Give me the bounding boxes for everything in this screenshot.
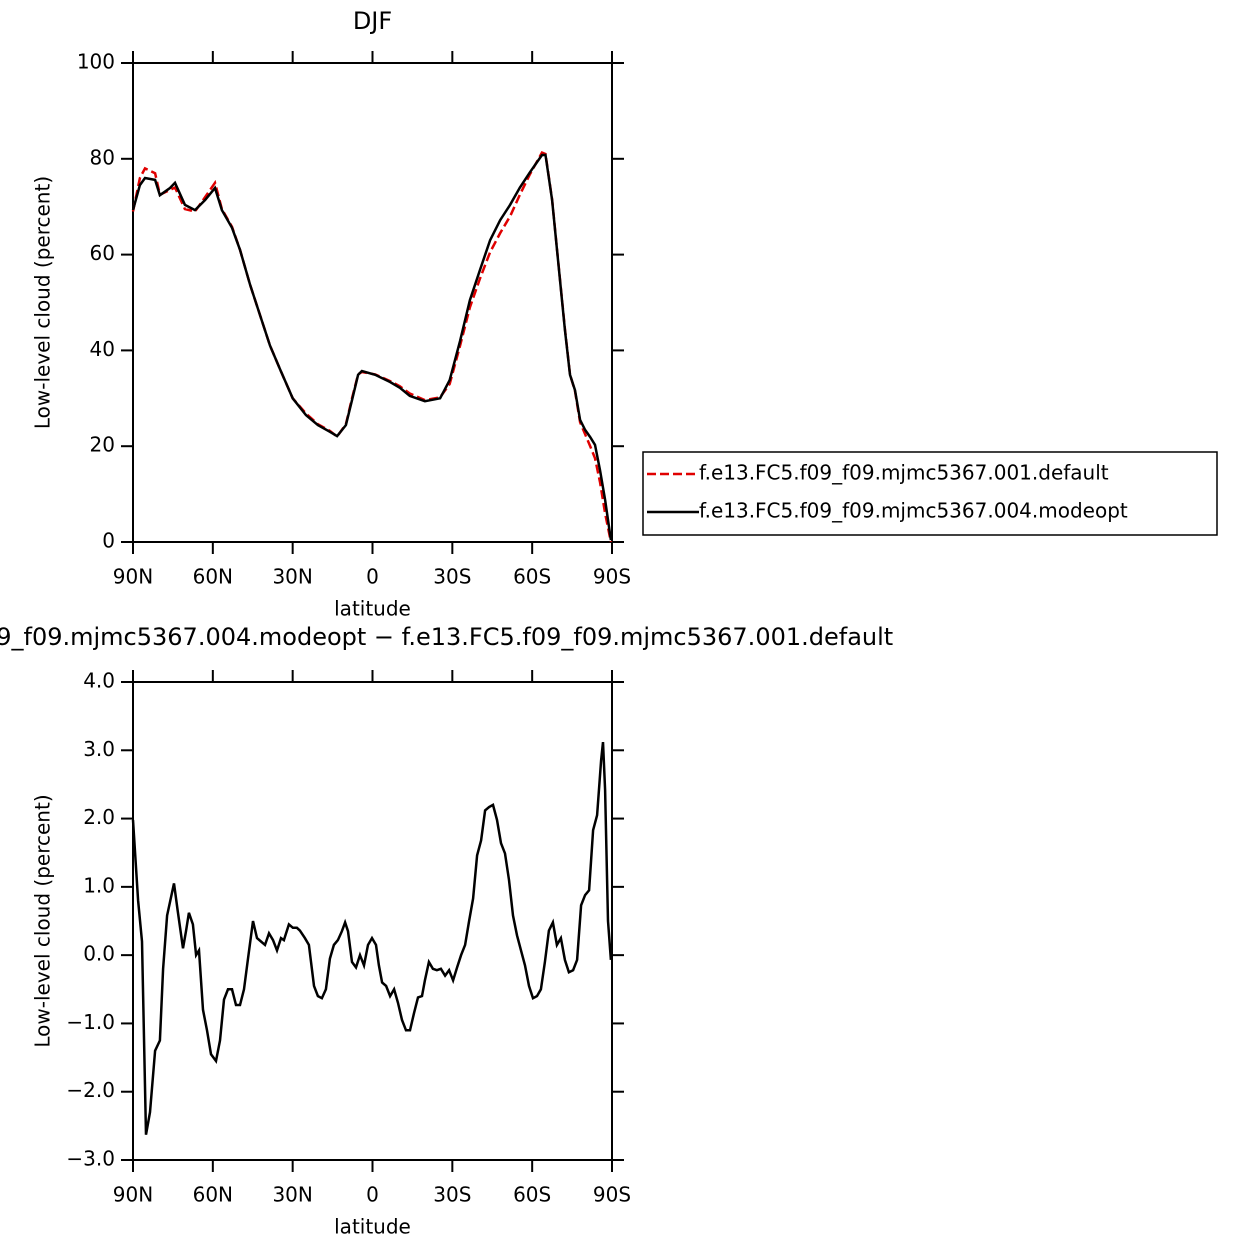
x-tick-label: 60N <box>193 1183 233 1207</box>
x-tick-label: 90N <box>113 565 153 589</box>
y-tick-label: −2.0 <box>66 1078 115 1102</box>
legend-label: f.e13.FC5.f09_f09.mjmc5367.001.default <box>699 461 1109 485</box>
chart-title: DJF <box>353 7 392 35</box>
y-tick-label: 0 <box>102 529 115 553</box>
plot-frame <box>132 681 613 1161</box>
y-tick-label: 0.0 <box>83 942 115 966</box>
x-tick-label: 90S <box>593 1183 631 1207</box>
plot-frame <box>132 62 613 543</box>
x-tick-label: 60N <box>193 565 233 589</box>
y-tick-label: 20 <box>90 433 115 457</box>
x-tick-label: 60S <box>513 1183 551 1207</box>
x-tick-label: 0 <box>366 1183 379 1207</box>
x-tick-label: 30N <box>272 565 312 589</box>
y-tick-label: 100 <box>77 50 115 74</box>
x-tick-label: 60S <box>513 565 551 589</box>
y-tick-label: −3.0 <box>66 1147 115 1171</box>
data-line <box>131 153 613 541</box>
legend-label: f.e13.FC5.f09_f09.mjmc5367.004.modeopt <box>699 499 1128 523</box>
x-tick-label: 30S <box>433 1183 471 1207</box>
data-line <box>131 151 613 543</box>
x-axis-label: latitude <box>334 597 411 621</box>
x-tick-label: 90S <box>593 565 631 589</box>
x-tick-label: 30N <box>272 1183 312 1207</box>
y-tick-label: 2.0 <box>83 805 115 829</box>
y-tick-label: −1.0 <box>66 1010 115 1034</box>
legend-box <box>642 451 1218 536</box>
y-tick-label: 80 <box>90 145 115 169</box>
y-tick-label: 60 <box>90 241 115 265</box>
data-line <box>131 741 613 1135</box>
y-axis-label: Low-level cloud (percent) <box>31 794 55 1047</box>
x-tick-label: 0 <box>366 565 379 589</box>
y-tick-label: 3.0 <box>83 737 115 761</box>
y-tick-label: 4.0 <box>83 669 115 693</box>
x-tick-label: 90N <box>113 1183 153 1207</box>
y-axis-label: Low-level cloud (percent) <box>31 176 55 429</box>
x-axis-label: latitude <box>334 1215 411 1239</box>
x-tick-label: 30S <box>433 565 471 589</box>
y-tick-label: 40 <box>90 337 115 361</box>
chart-title: f.e13.FC5.f09_f09.mjmc5367.004.modeopt −… <box>0 623 893 651</box>
y-tick-label: 1.0 <box>83 873 115 897</box>
